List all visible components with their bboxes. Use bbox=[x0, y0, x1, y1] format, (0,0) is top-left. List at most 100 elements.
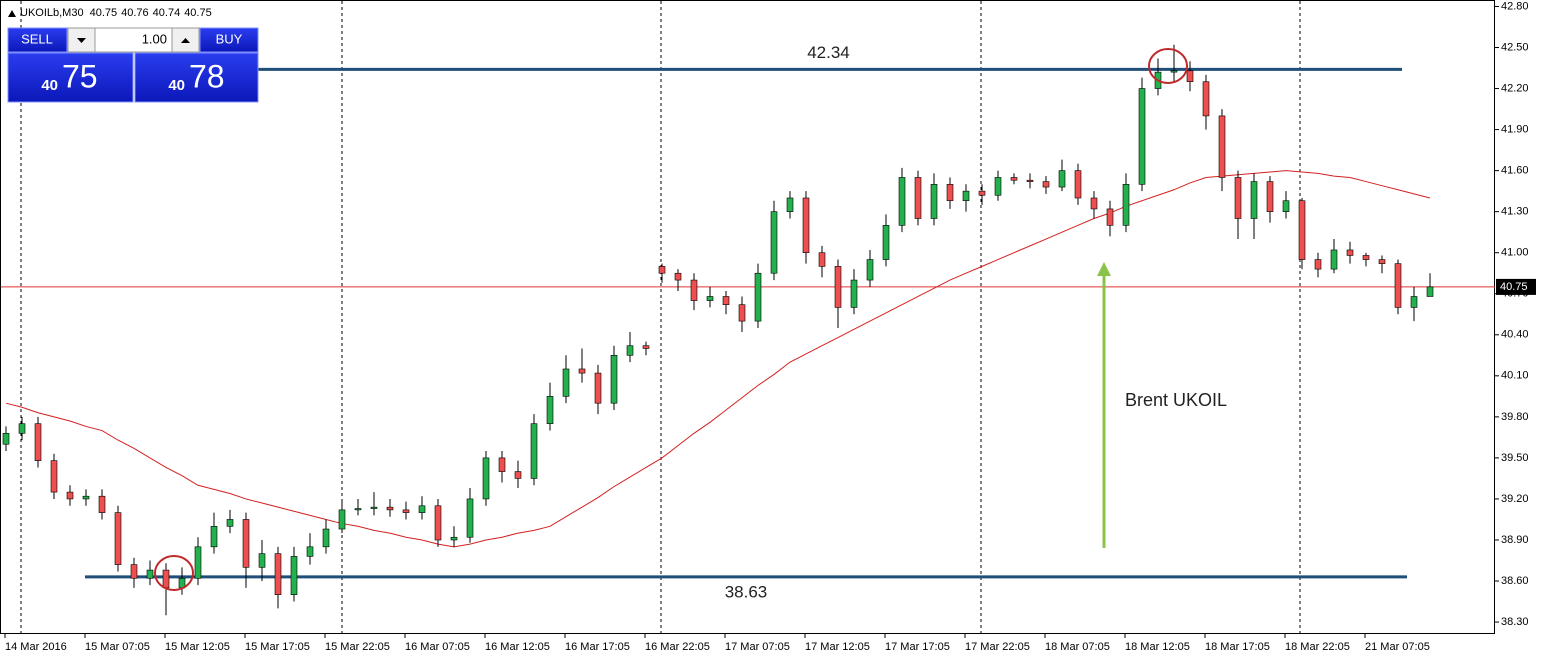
ask-box[interactable] bbox=[134, 52, 259, 103]
candle-body bbox=[834, 266, 842, 308]
candle-body bbox=[754, 272, 762, 322]
header-price: 40.76 bbox=[121, 7, 149, 19]
candle-body bbox=[50, 460, 58, 493]
x-tick-label: 17 Mar 07:05 bbox=[725, 641, 790, 653]
candle-body bbox=[418, 505, 426, 513]
candle-body bbox=[1394, 263, 1402, 308]
candle-body bbox=[1282, 200, 1290, 212]
down-icon bbox=[77, 38, 86, 43]
y-tick-label: 39.50 bbox=[1501, 452, 1529, 464]
candle-body bbox=[98, 495, 106, 513]
y-tick-label: 42.20 bbox=[1501, 82, 1529, 94]
candle-body bbox=[546, 396, 554, 425]
x-tick-label: 18 Mar 12:05 bbox=[1125, 641, 1190, 653]
y-tick-label: 39.20 bbox=[1501, 493, 1529, 505]
candle-body bbox=[1202, 81, 1210, 117]
sell-button[interactable] bbox=[7, 27, 68, 53]
x-tick-label: 18 Mar 07:05 bbox=[1045, 641, 1110, 653]
candle-body bbox=[1330, 249, 1338, 270]
candle-body bbox=[1266, 181, 1274, 212]
x-tick-label: 18 Mar 17:05 bbox=[1205, 641, 1270, 653]
volume-up[interactable] bbox=[171, 27, 200, 53]
candle-body bbox=[1362, 255, 1370, 260]
candle-body bbox=[322, 528, 330, 548]
bid-box[interactable] bbox=[7, 52, 134, 103]
x-tick-label: 17 Mar 17:05 bbox=[885, 641, 950, 653]
candle-body bbox=[1042, 181, 1050, 188]
candle-body bbox=[978, 190, 986, 196]
candle-body bbox=[18, 423, 26, 434]
candle-body bbox=[290, 556, 298, 595]
price-tag bbox=[1496, 278, 1536, 295]
header-price: 40.75 bbox=[90, 7, 118, 19]
x-tick-label: 16 Mar 22:05 bbox=[645, 641, 710, 653]
candle-body bbox=[66, 491, 74, 500]
candle-body bbox=[802, 197, 810, 254]
candle-body bbox=[1106, 208, 1114, 226]
candle-body bbox=[1346, 249, 1354, 256]
x-tick-label: 16 Mar 12:05 bbox=[485, 641, 550, 653]
candle-body bbox=[642, 345, 650, 349]
y-tick-label: 39.80 bbox=[1501, 411, 1529, 423]
x-tick-label: 15 Mar 07:05 bbox=[85, 641, 150, 653]
candle-body bbox=[1090, 197, 1098, 210]
y-tick-label: 41.30 bbox=[1501, 206, 1529, 218]
candle-body bbox=[1058, 170, 1066, 188]
candle-body bbox=[1122, 184, 1130, 226]
volume-value: 1.00 bbox=[142, 31, 167, 46]
candle-body bbox=[882, 225, 890, 260]
annotation: Brent UKOIL bbox=[1125, 390, 1227, 410]
candle-body bbox=[130, 564, 138, 579]
candle-body bbox=[930, 184, 938, 219]
candle-body bbox=[274, 553, 282, 595]
candle-body bbox=[82, 495, 90, 500]
candle-body bbox=[194, 546, 202, 579]
marks: 42.34 38.63 40.75 bbox=[1, 43, 1536, 616]
x-tick-label: 14 Mar 2016 bbox=[5, 641, 67, 653]
candle-body bbox=[162, 569, 170, 589]
candle-body bbox=[706, 296, 714, 301]
grid: 42.8042.5042.2041.9041.6041.3041.0040.70… bbox=[4, 0, 1529, 653]
symbol: UKOILb,M30 bbox=[20, 7, 84, 19]
candle-body bbox=[1378, 259, 1386, 264]
candle-body bbox=[2, 432, 10, 445]
header-icon bbox=[8, 10, 16, 17]
candle-body bbox=[914, 177, 922, 219]
plot-frame bbox=[0, 0, 1495, 634]
candle-body bbox=[34, 423, 42, 461]
header-price: 40.74 bbox=[153, 7, 181, 19]
sell-label: SELL bbox=[21, 31, 53, 46]
candle-body bbox=[818, 252, 826, 267]
x-tick-label: 21 Mar 07:05 bbox=[1365, 641, 1430, 653]
header-price: 40.75 bbox=[184, 7, 212, 19]
header-text: UKOILb,M30 40.75 40.76 40.74 40.75 bbox=[20, 7, 212, 19]
candle-body bbox=[402, 509, 410, 513]
candle-body bbox=[770, 211, 778, 274]
candle-body bbox=[354, 508, 362, 511]
trade-panel: SELL 1.00 BUY 40 75 40 78 bbox=[7, 27, 259, 103]
candle-body bbox=[1234, 177, 1242, 219]
candle-body bbox=[530, 423, 538, 479]
candle-body bbox=[1426, 286, 1434, 297]
candle-body bbox=[466, 498, 474, 538]
y-tick-label: 40.40 bbox=[1501, 329, 1529, 341]
header: UKOILb,M30 40.75 40.76 40.74 40.75 bbox=[8, 7, 212, 19]
candle-body bbox=[1250, 181, 1258, 219]
candle-body bbox=[306, 546, 314, 557]
bid-small: 75 bbox=[62, 58, 98, 94]
x-tick-label: 16 Mar 07:05 bbox=[405, 641, 470, 653]
buy-button[interactable] bbox=[199, 27, 259, 53]
volume-down[interactable] bbox=[67, 27, 96, 53]
candle-body bbox=[690, 279, 698, 301]
y-tick-label: 40.10 bbox=[1501, 370, 1529, 382]
candle-body bbox=[610, 355, 618, 404]
y-tick-label: 38.30 bbox=[1501, 616, 1529, 628]
up-icon bbox=[181, 38, 190, 43]
arrow-head bbox=[1097, 262, 1111, 276]
candle-body bbox=[114, 512, 122, 565]
x-tick-label: 16 Mar 17:05 bbox=[565, 641, 630, 653]
candle-body bbox=[946, 184, 954, 202]
candle-body bbox=[562, 368, 570, 397]
moving-average bbox=[5, 170, 1431, 548]
